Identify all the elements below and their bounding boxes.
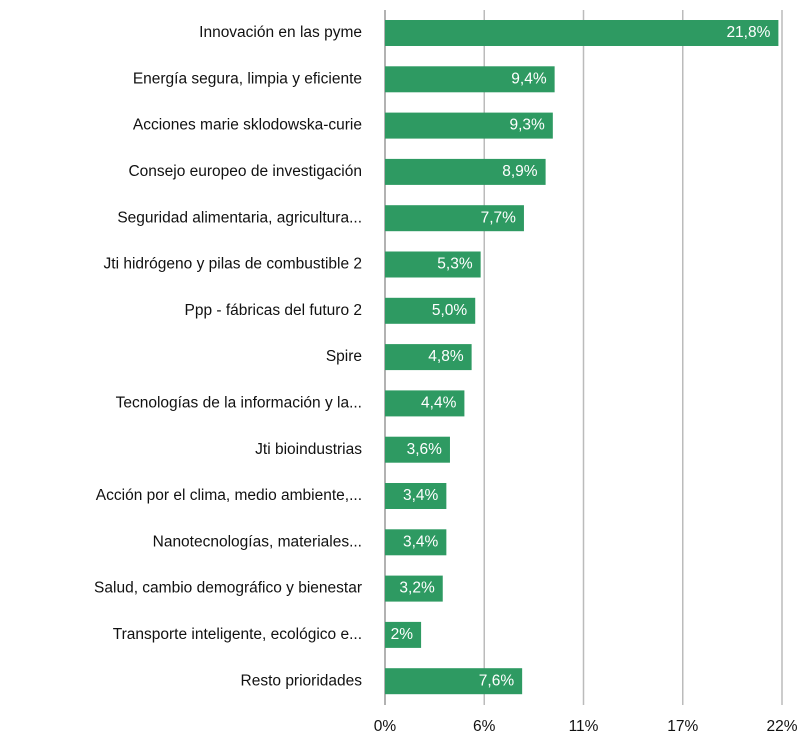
- value-label: 9,4%: [511, 70, 547, 87]
- bar: [385, 205, 524, 232]
- x-tick-label: 0%: [374, 718, 397, 735]
- bar: [385, 390, 465, 417]
- category-label: Acciones marie sklodowska-curie: [133, 117, 362, 134]
- category-label: Energía segura, limpia y eficiente: [133, 70, 362, 87]
- category-label: Resto prioridades: [241, 672, 363, 689]
- bar: [385, 20, 779, 46]
- bar: [385, 158, 546, 185]
- bar: [385, 112, 553, 139]
- value-label: 9,3%: [509, 117, 545, 134]
- category-label: Acción por el clima, medio ambiente,...: [96, 487, 362, 504]
- category-label: Consejo europeo de investigación: [128, 163, 362, 180]
- x-tick-label: 22%: [766, 718, 797, 735]
- value-label: 5,3%: [437, 256, 473, 273]
- bar: [385, 436, 450, 463]
- category-label: Jti bioindustrias: [255, 441, 362, 458]
- value-label: 3,6%: [407, 441, 443, 458]
- bar: [385, 66, 555, 93]
- x-tick-label: 17%: [667, 718, 698, 735]
- value-label: 2%: [391, 626, 414, 643]
- category-label: Innovación en las pyme: [199, 24, 362, 41]
- bar: [385, 483, 447, 509]
- bar: [385, 251, 481, 278]
- category-label: Salud, cambio demográfico y bienestar: [94, 580, 362, 597]
- bar: [385, 621, 422, 648]
- bar: [385, 297, 476, 324]
- x-tick-label: 6%: [473, 718, 496, 735]
- value-label: 7,7%: [481, 209, 517, 226]
- value-label: 7,6%: [479, 672, 515, 689]
- value-label: 3,4%: [403, 533, 439, 550]
- value-label: 4,4%: [421, 394, 457, 411]
- value-label: 8,9%: [502, 163, 538, 180]
- category-label: Nanotecnologías, materiales...: [153, 533, 362, 550]
- value-label: 3,4%: [403, 487, 439, 504]
- category-label: Transporte inteligente, ecológico e...: [113, 626, 362, 643]
- bar: [385, 529, 447, 556]
- value-label: 21,8%: [726, 24, 770, 41]
- value-label: 4,8%: [428, 348, 464, 365]
- x-tick-label: 11%: [569, 718, 599, 735]
- category-label: Seguridad alimentaria, agricultura...: [117, 209, 362, 226]
- category-label: Ppp - fábricas del futuro 2: [185, 302, 363, 319]
- bar: [385, 668, 523, 695]
- category-label: Spire: [326, 348, 362, 365]
- value-label: 5,0%: [432, 302, 468, 319]
- value-label: 3,2%: [399, 580, 435, 597]
- category-label: Jti hidrógeno y pilas de combustible 2: [104, 256, 362, 273]
- bar: [385, 344, 472, 371]
- category-label: Tecnologías de la información y la...: [116, 394, 362, 411]
- bar: [385, 575, 443, 602]
